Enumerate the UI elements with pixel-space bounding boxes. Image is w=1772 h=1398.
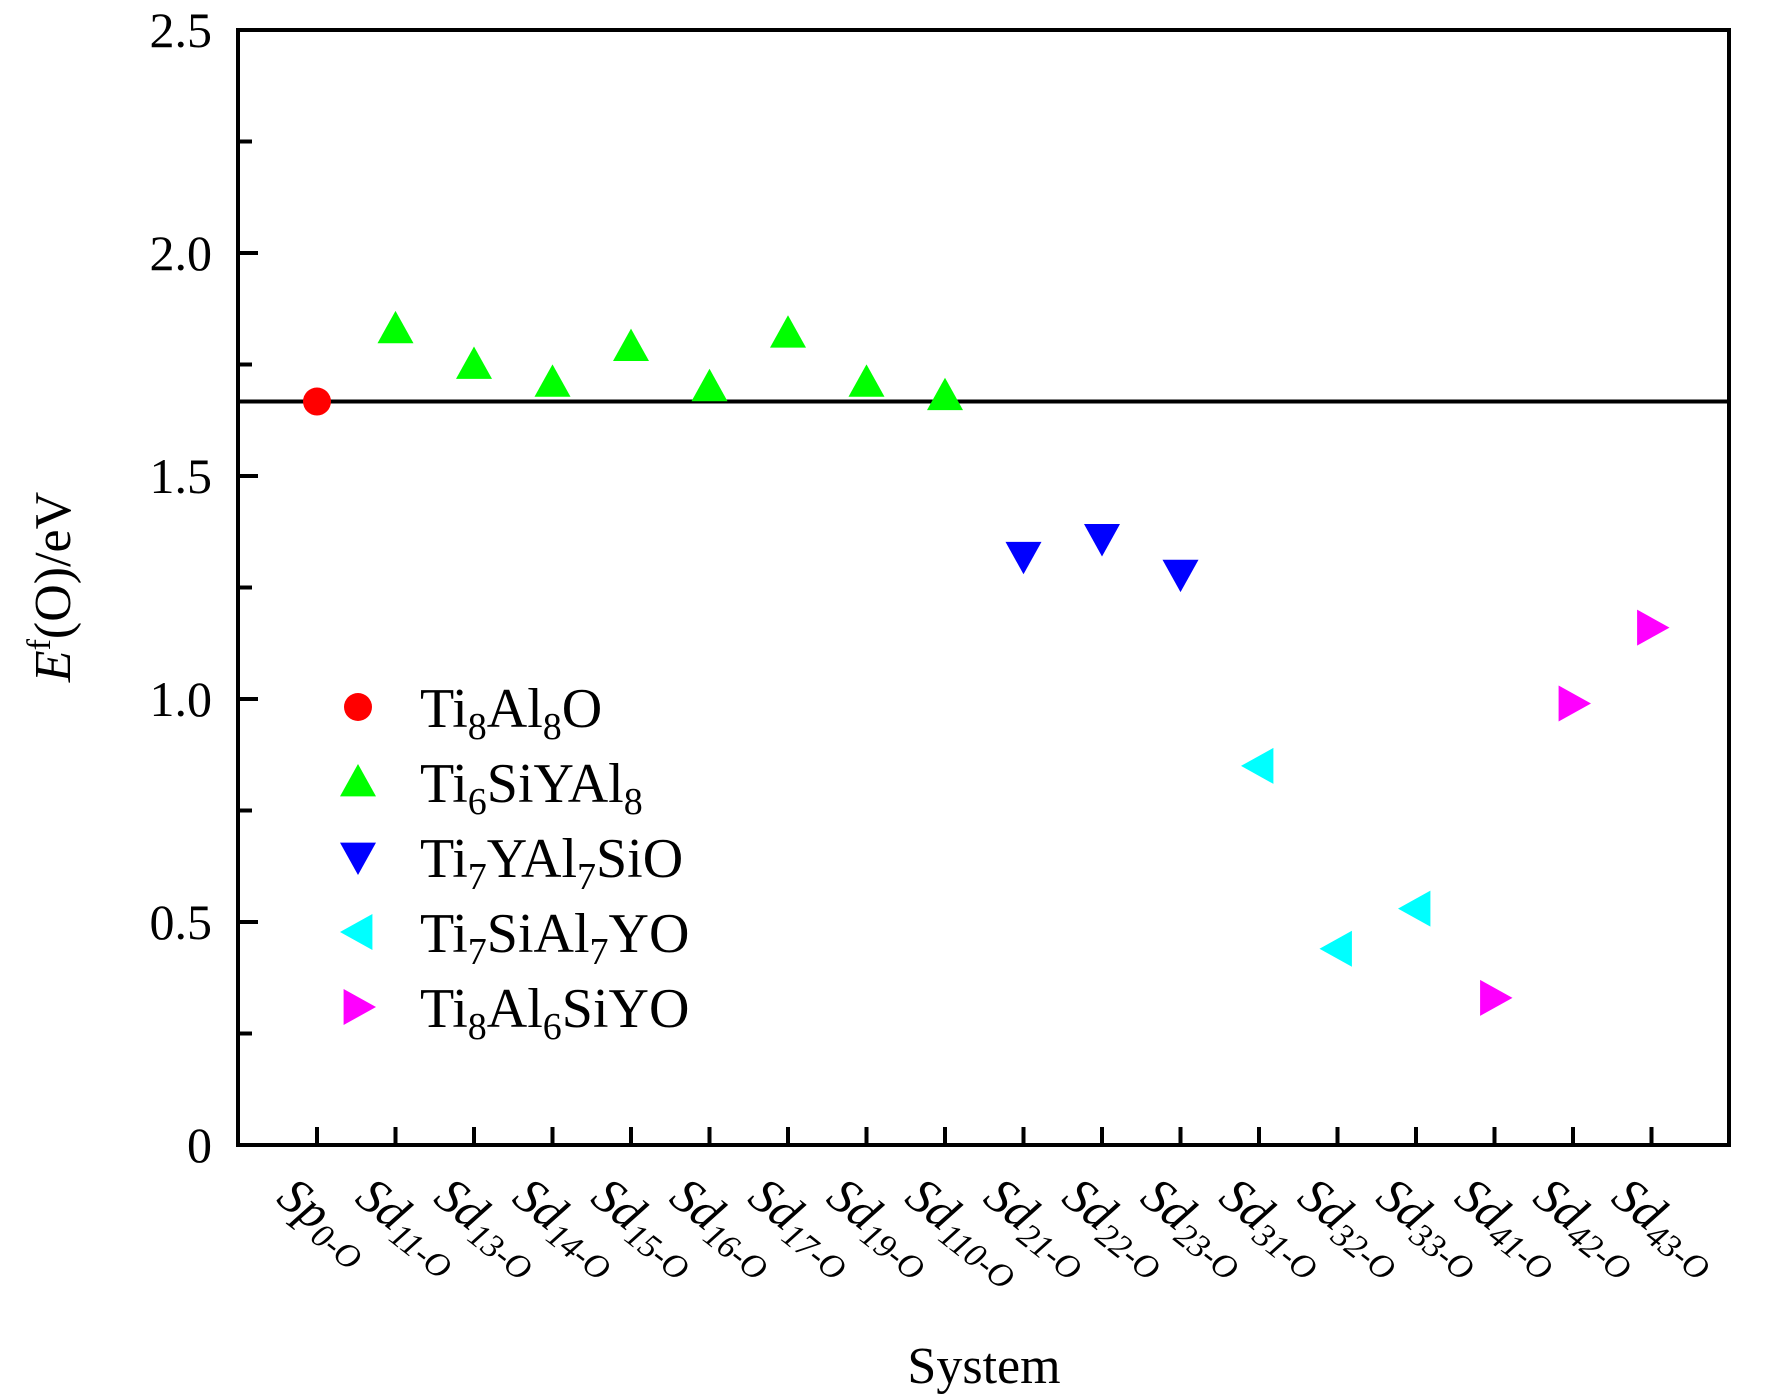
y-tick-label: 1.0	[150, 671, 213, 727]
legend-label-sub: 7	[468, 856, 487, 898]
legend-label-part: Ti	[420, 753, 468, 815]
legend-label-part: SiYAl	[487, 753, 624, 815]
legend-item: Ti8Al6SiYO	[343, 978, 689, 1048]
svg-text:Ef(O)/eV: Ef(O)/eV	[21, 492, 82, 683]
data-point	[1637, 609, 1670, 646]
legend-label-sub: 6	[543, 1006, 562, 1048]
series-Ti8Al6SiYO	[1480, 609, 1670, 1016]
legend-label-sub: 8	[543, 706, 562, 748]
data-point	[534, 364, 571, 397]
data-point	[770, 315, 806, 348]
legend-label-part: Ti	[420, 828, 468, 890]
series-Ti7YAl7SiO	[1005, 524, 1199, 593]
data-point	[1480, 979, 1513, 1016]
data-point	[1241, 747, 1274, 784]
legend-label-part: SiO	[596, 828, 683, 890]
legend-marker-icon	[344, 693, 372, 721]
y-tick-label: 2.5	[150, 2, 213, 58]
y-axis: 0 0.5 1.0 1.5 2.0 2.5	[150, 2, 258, 1173]
legend-label: Ti6SiYAl8	[420, 753, 643, 823]
legend-item: Ti7SiAl7YO	[340, 903, 689, 973]
data-point	[1558, 685, 1591, 722]
data-point	[927, 377, 963, 411]
legend-label-sub: 8	[468, 706, 487, 748]
data-point	[377, 310, 414, 344]
y-tick-label: 0	[187, 1117, 212, 1173]
legend-marker-icon	[340, 764, 376, 797]
series-Ti8Al8O	[303, 387, 331, 416]
legend-label-part: Ti	[420, 978, 468, 1040]
legend-label-sub: 7	[590, 931, 609, 973]
y-tick-label: 1.5	[150, 448, 213, 504]
legend-item: Ti6SiYAl8	[340, 753, 643, 823]
data-point	[848, 364, 885, 397]
x-axis-title: System	[907, 1338, 1060, 1395]
legend-item: Ti7YAl7SiO	[340, 828, 683, 898]
data-point	[1005, 541, 1042, 575]
legend-label-part: Al	[487, 978, 543, 1040]
legend-label: Ti7SiAl7YO	[420, 903, 689, 973]
x-axis: Sp0-OSd11-OSd13-OSd14-OSd15-OSd16-OSd17-…	[268, 1127, 1716, 1298]
legend-label-sub: 6	[468, 781, 487, 823]
data-point	[691, 368, 728, 402]
y-tick-label: 2.0	[150, 225, 213, 281]
legend-label-sub: 7	[577, 856, 596, 898]
legend-label: Ti7YAl7SiO	[420, 828, 683, 898]
legend-label-part: YAl	[487, 828, 577, 890]
legend-label-part: SiAl	[487, 903, 590, 965]
y-tick-label: 0.5	[150, 894, 213, 950]
series-Ti7SiAl7YO	[1241, 747, 1431, 967]
legend: Ti8Al8OTi6SiYAl8Ti7YAl7SiOTi7SiAl7YOTi8A…	[340, 678, 689, 1048]
legend-item: Ti8Al8O	[344, 678, 602, 748]
series-Ti6SiYAl8	[377, 310, 963, 411]
data-point	[1084, 524, 1120, 557]
legend-label: Ti8Al8O	[420, 678, 602, 748]
data-points	[303, 310, 1670, 1016]
legend-label-part: SiYO	[562, 978, 690, 1040]
data-point	[613, 328, 649, 362]
legend-label-part: O	[562, 678, 602, 740]
y-axis-title-sup: f	[21, 638, 58, 650]
legend-label-sub: 7	[468, 931, 487, 973]
data-point	[1319, 930, 1352, 967]
legend-label-sub: 8	[468, 1006, 487, 1048]
data-point	[1162, 559, 1199, 593]
legend-marker-icon	[340, 842, 376, 875]
y-axis-title-main: E	[25, 650, 82, 683]
y-axis-title-rest: (O)/eV	[25, 492, 82, 639]
data-point	[1398, 890, 1431, 927]
legend-label: Ti8Al6SiYO	[420, 978, 689, 1048]
legend-label-part: Ti	[420, 903, 468, 965]
data-point	[456, 346, 492, 379]
legend-label-part: YO	[609, 903, 690, 965]
legend-marker-icon	[343, 989, 376, 1025]
legend-marker-icon	[340, 914, 373, 950]
legend-label-part: Ti	[420, 678, 468, 740]
data-point	[303, 387, 331, 416]
y-axis-title: Ef(O)/eV	[21, 492, 82, 683]
legend-label-part: Al	[487, 678, 543, 740]
legend-label-sub: 8	[624, 781, 643, 823]
